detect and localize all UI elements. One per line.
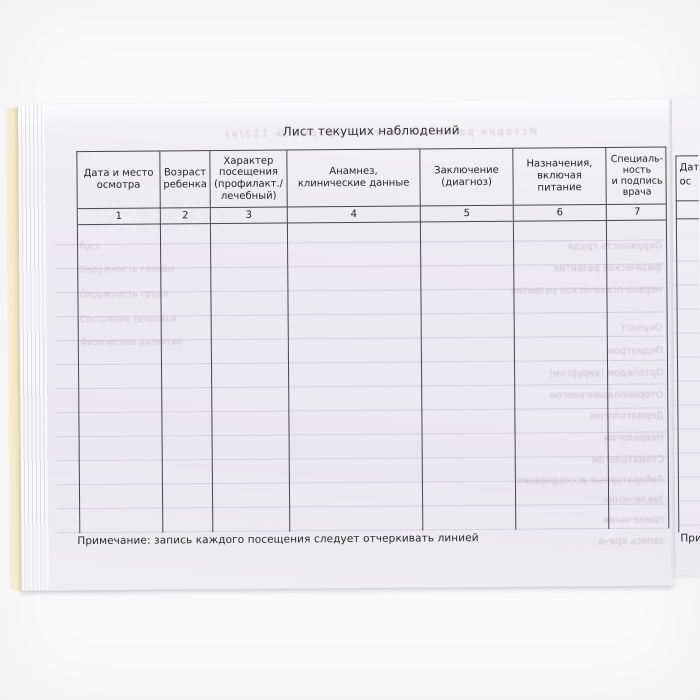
table-body-cell xyxy=(159,224,213,533)
column-number: 1 xyxy=(115,210,123,222)
next-page-number-row-border xyxy=(675,218,699,220)
table-body-cell xyxy=(419,221,516,531)
footnote: Примечание: запись каждого посещения сле… xyxy=(77,531,479,548)
column-header: Назначения, включая питание xyxy=(512,147,606,205)
column-header: Специаль- ность и подпись врача xyxy=(605,147,668,204)
ghost-line: запись врача xyxy=(598,535,665,548)
table-body-row xyxy=(78,220,671,534)
table-body-cell xyxy=(512,220,609,530)
next-page-footnote-fragment: Прим xyxy=(680,532,700,545)
ruled-showthrough-lines xyxy=(18,99,670,534)
column-number: 2 xyxy=(159,208,210,224)
column-number: 7 xyxy=(605,204,668,220)
column-number: 5 xyxy=(419,205,513,222)
page-title: Лист текущих наблюдений xyxy=(282,123,460,139)
observation-table: Дата и место осмотра Возраст ребенка Харак… xyxy=(76,146,671,534)
left-page: История развития ребенка (форма № 112/у)… xyxy=(17,99,674,591)
column-header: Дата и место осмотра xyxy=(83,167,154,191)
next-page-ruled-lines xyxy=(673,237,700,533)
column-header: Характер посещения (профилакт./ лечебный… xyxy=(209,150,287,208)
table-body-cell xyxy=(286,222,423,532)
column-number: 3 xyxy=(209,207,287,224)
table-header-row: Дата и место осмотра Возраст ребенка Харак… xyxy=(77,147,668,210)
table-body-cell xyxy=(605,220,671,529)
next-page-sliver: Дата ос Прим xyxy=(671,97,700,576)
table-body-cell xyxy=(78,224,162,533)
column-header: Заключение (диагноз) xyxy=(419,148,513,206)
column-number: 4 xyxy=(286,206,420,223)
next-page-header-bottom-border xyxy=(675,200,699,202)
ghost-showthrough-text: Рост Окружность головы Окружность груди Сос… xyxy=(18,99,670,548)
column-number: 6 xyxy=(512,204,606,221)
next-page-column-header-fragment: Дата ос xyxy=(679,162,700,187)
next-page-table-top-border xyxy=(675,155,699,157)
table-body-cell xyxy=(209,223,290,533)
column-header: Возраст ребенка xyxy=(159,151,210,208)
column-header: Анамнез, клинические данные xyxy=(286,149,420,207)
